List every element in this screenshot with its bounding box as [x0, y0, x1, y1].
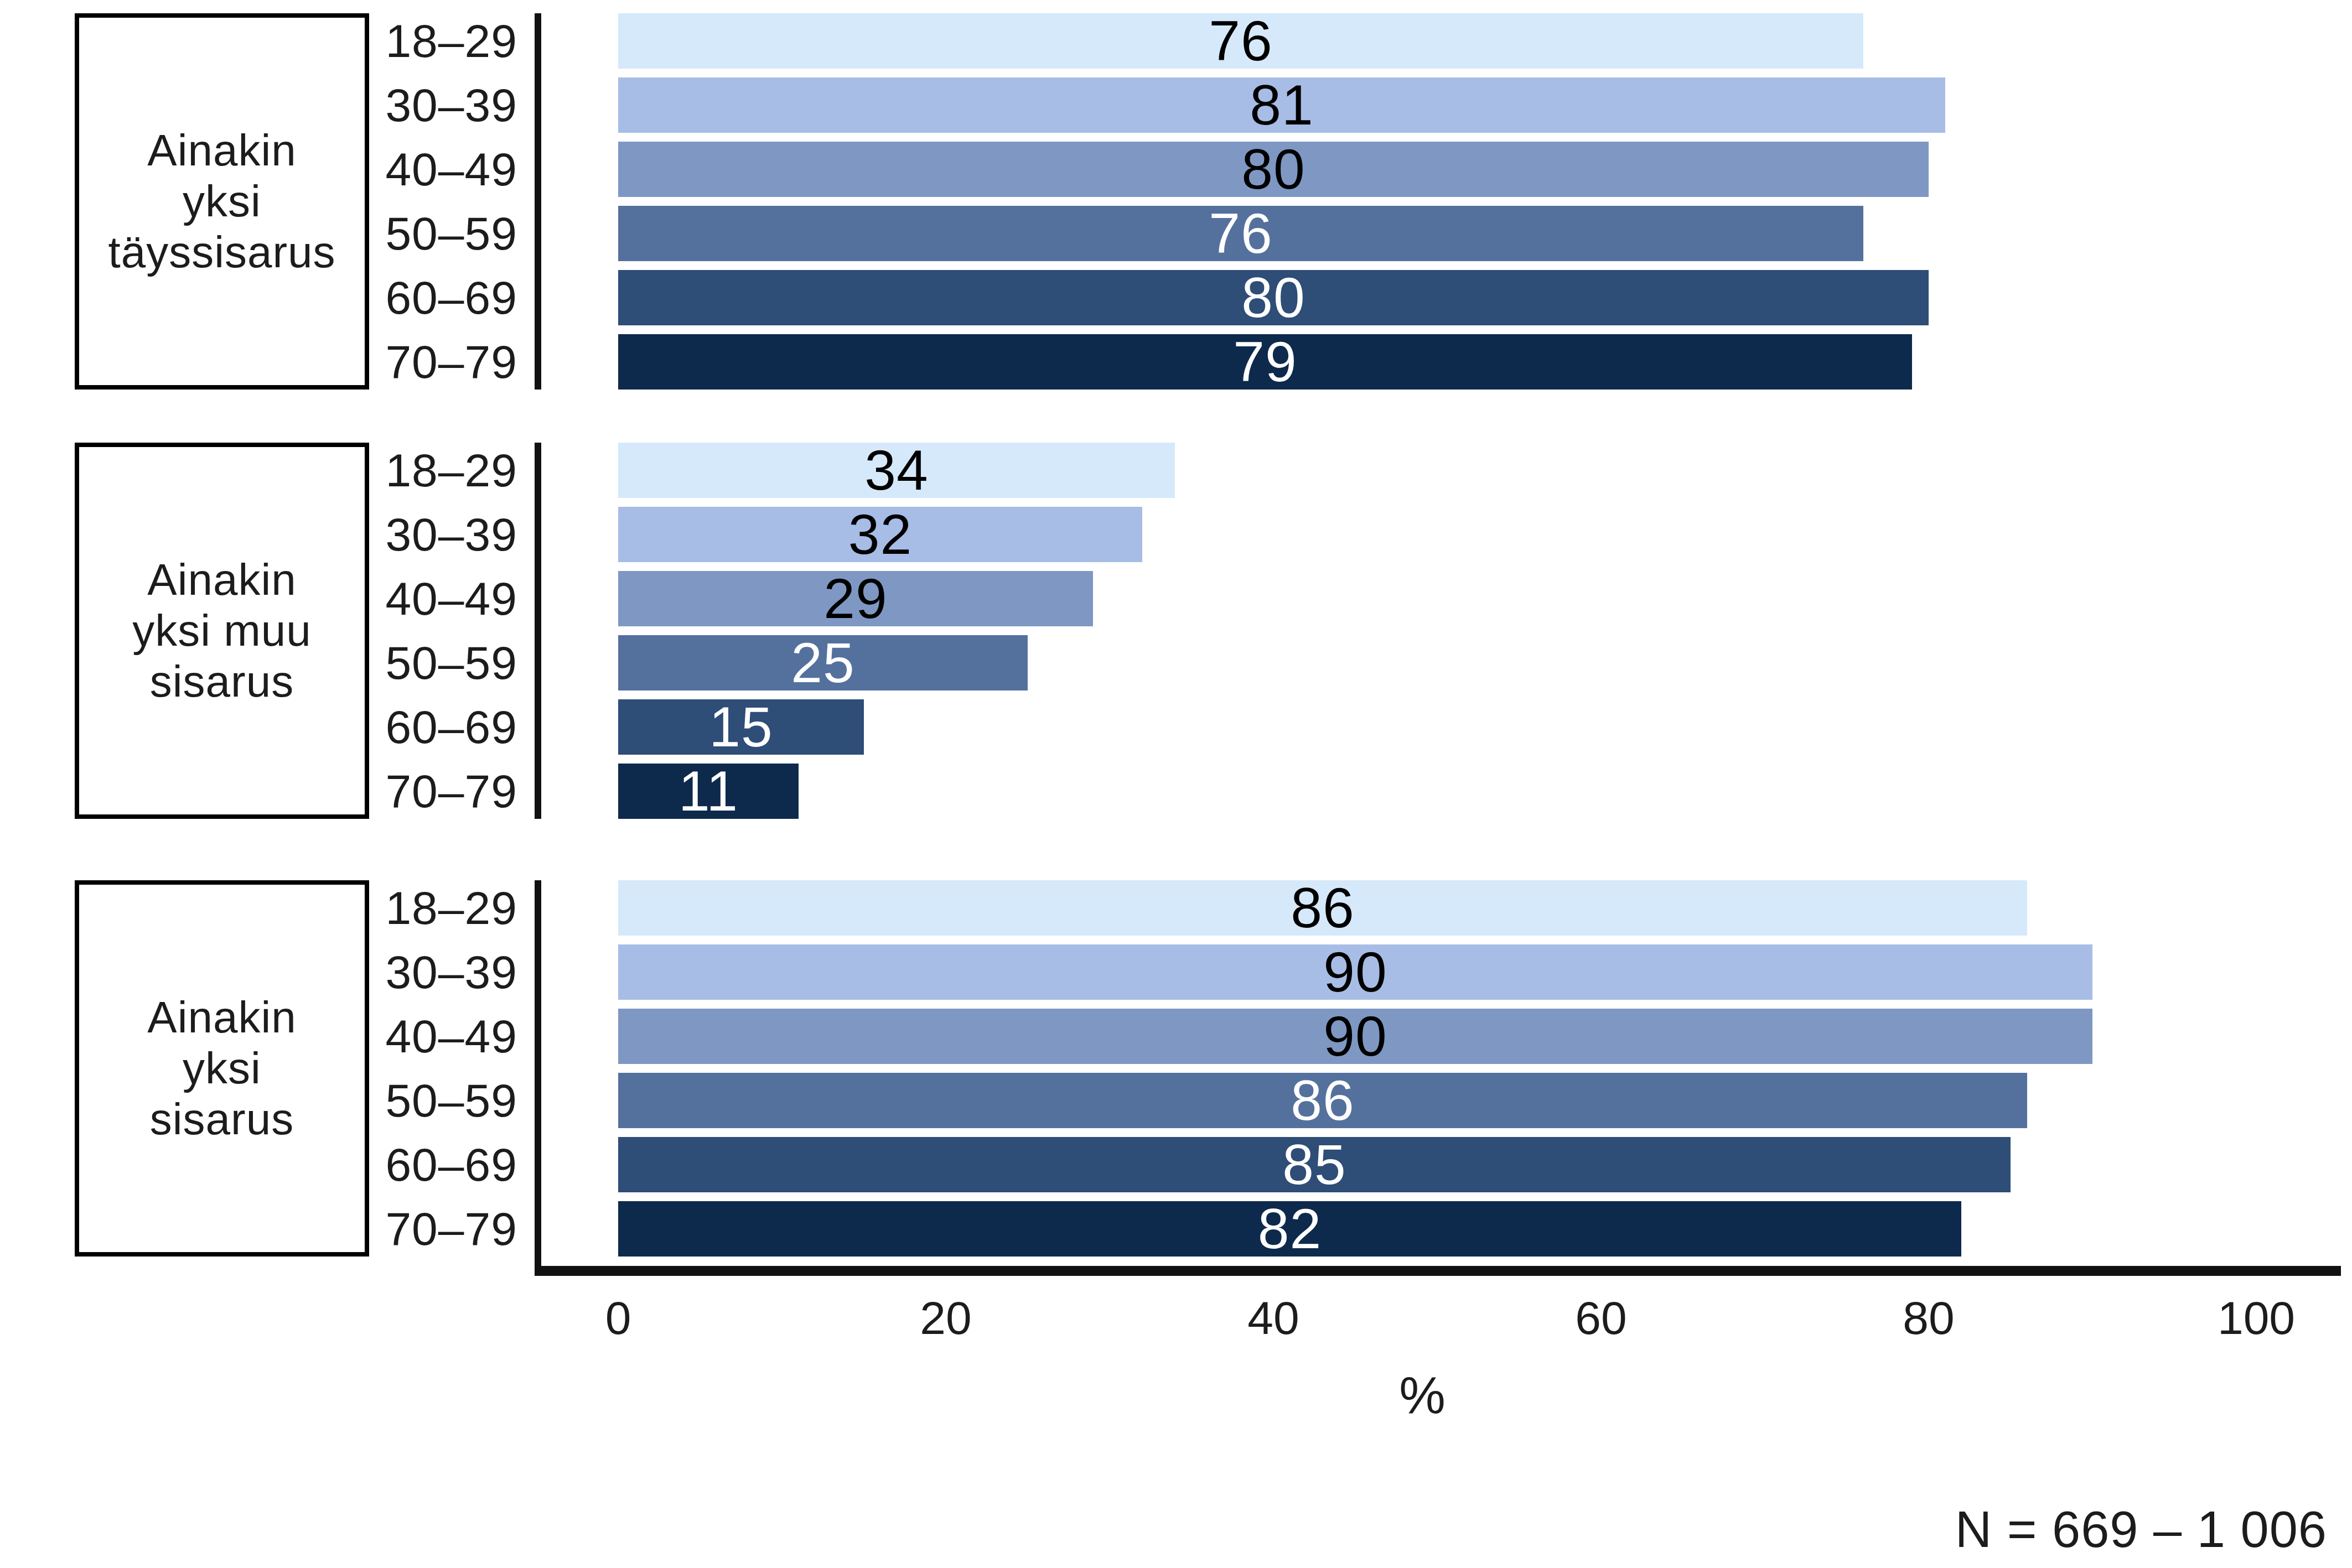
bar: 86	[618, 880, 2027, 936]
bar-value-label: 29	[823, 571, 887, 626]
group-label: sisarus	[150, 1094, 294, 1145]
bar-value-label: 82	[1258, 1201, 1322, 1257]
group-y-axis-line	[535, 443, 541, 819]
age-axis-label: 30–39	[279, 944, 517, 1000]
age-axis-label: 60–69	[279, 270, 517, 325]
bar-value-label: 11	[678, 764, 738, 819]
group-label: Ainakin	[147, 554, 296, 605]
bar-value-label: 90	[1323, 1009, 1387, 1064]
bar: 82	[618, 1201, 1961, 1257]
x-tick-label: 100	[2168, 1291, 2345, 1345]
age-axis-label: 40–49	[279, 1009, 517, 1064]
bar: 90	[618, 1009, 2092, 1064]
bar: 76	[618, 13, 1863, 69]
bar: 11	[618, 764, 799, 819]
group-label: yksi	[183, 176, 261, 227]
age-axis-label: 50–59	[279, 635, 517, 690]
bar: 32	[618, 507, 1142, 562]
x-tick-label: 60	[1512, 1291, 1690, 1345]
bar: 85	[618, 1137, 2011, 1192]
age-axis-label: 60–69	[279, 699, 517, 755]
bar: 90	[618, 944, 2092, 1000]
age-axis-label: 30–39	[279, 77, 517, 133]
group-label: Ainakin	[147, 125, 296, 176]
x-tick-label: 40	[1185, 1291, 1362, 1345]
age-axis-label: 40–49	[279, 142, 517, 197]
age-axis-label: 18–29	[279, 443, 517, 498]
bar-value-label: 15	[709, 699, 773, 755]
bar: 34	[618, 443, 1175, 498]
x-tick-label: 20	[857, 1291, 1034, 1345]
bar-value-label: 81	[1250, 77, 1313, 133]
group-box: Ainakinyksitäyssisarus	[75, 13, 369, 390]
x-tick-label: 0	[530, 1291, 707, 1345]
bar-value-label: 79	[1233, 334, 1297, 390]
bar: 86	[618, 1073, 2027, 1128]
bar-value-label: 86	[1291, 880, 1354, 936]
age-axis-label: 50–59	[279, 1073, 517, 1128]
age-axis-label: 50–59	[279, 206, 517, 261]
sample-size-note: N = 669 – 1 006	[1955, 1500, 2327, 1559]
x-axis-line	[535, 1266, 2341, 1276]
group-label: Ainakin	[147, 992, 296, 1043]
sibling-bar-chart: Ainakinyksitäyssisarus18–297630–398140–4…	[0, 0, 2352, 1568]
bar: 80	[618, 142, 1929, 197]
age-axis-label: 70–79	[279, 764, 517, 819]
age-axis-label: 70–79	[279, 334, 517, 390]
age-axis-label: 18–29	[279, 880, 517, 936]
x-axis-title: %	[1334, 1365, 1511, 1425]
bar-value-label: 34	[864, 443, 928, 498]
bar: 76	[618, 206, 1863, 261]
group-label: sisarus	[150, 656, 294, 707]
x-tick-label: 80	[1840, 1291, 2017, 1345]
age-axis-label: 60–69	[279, 1137, 517, 1192]
bar: 15	[618, 699, 864, 755]
bar-value-label: 86	[1291, 1073, 1354, 1128]
age-axis-label: 40–49	[279, 571, 517, 626]
age-axis-label: 70–79	[279, 1201, 517, 1257]
group-y-axis-line	[535, 13, 541, 390]
bar-value-label: 80	[1241, 142, 1305, 197]
bar: 25	[618, 635, 1028, 690]
bar-value-label: 85	[1282, 1137, 1346, 1192]
bar-value-label: 76	[1209, 13, 1272, 69]
group-y-axis-line	[535, 880, 541, 1276]
bar-value-label: 90	[1323, 944, 1387, 1000]
bar-value-label: 32	[848, 507, 912, 562]
bar: 79	[618, 334, 1912, 390]
bar: 29	[618, 571, 1093, 626]
bar-value-label: 25	[791, 635, 854, 690]
bar: 81	[618, 77, 1945, 133]
group-label: yksi	[183, 1043, 261, 1094]
group-box: Ainakinyksi muusisarus	[75, 443, 369, 819]
group-box: Ainakinyksisisarus	[75, 880, 369, 1257]
bar: 80	[618, 270, 1929, 325]
bar-value-label: 80	[1241, 270, 1305, 325]
bar-value-label: 76	[1209, 206, 1272, 261]
age-axis-label: 18–29	[279, 13, 517, 69]
age-axis-label: 30–39	[279, 507, 517, 562]
